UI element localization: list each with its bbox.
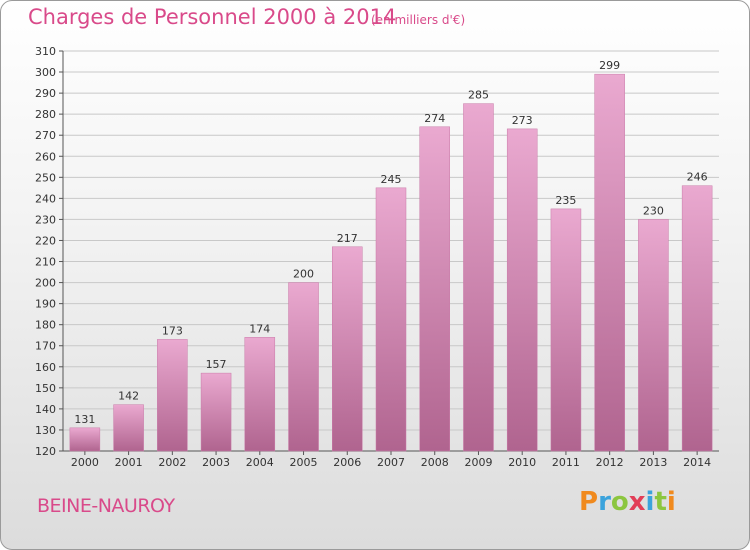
y-tick-label: 170 (35, 340, 56, 353)
bar (157, 339, 188, 452)
data-label: 245 (381, 173, 402, 186)
y-tick-label: 260 (35, 150, 56, 163)
y-tick-label: 220 (35, 234, 56, 247)
data-label: 174 (249, 322, 270, 335)
y-tick-label: 300 (35, 66, 56, 79)
bar (463, 103, 494, 452)
y-tick-label: 180 (35, 319, 56, 332)
data-label: 157 (206, 358, 227, 371)
bar (550, 208, 582, 452)
x-tick-label: 2010 (508, 456, 536, 469)
x-tick-label: 2005 (290, 456, 318, 469)
y-tick-label: 250 (35, 171, 56, 184)
bar (594, 73, 625, 452)
x-tick-label: 2011 (552, 456, 580, 469)
x-tick-label: 2002 (158, 456, 186, 469)
data-label: 246 (687, 171, 708, 184)
x-tick-label: 2014 (683, 456, 711, 469)
bar (69, 427, 101, 452)
y-tick-label: 270 (35, 129, 56, 142)
commune-name: BEINE-NAUROY (37, 495, 175, 517)
data-label: 285 (468, 89, 489, 102)
bar (506, 128, 538, 452)
y-tick-label: 190 (35, 298, 56, 311)
proxiti-logo: Proxiti (579, 487, 676, 517)
bar (332, 246, 363, 452)
chart-title: Charges de Personnel 2000 à 2014 (28, 5, 397, 29)
data-label: 235 (555, 194, 576, 207)
y-tick-label: 290 (35, 87, 56, 100)
bars (69, 73, 713, 452)
chart-subtitle: (en milliers d'€) (371, 13, 466, 27)
x-tick-label: 2004 (246, 456, 274, 469)
y-tick-label: 140 (35, 403, 56, 416)
x-tick-label: 2001 (115, 456, 143, 469)
data-label: 274 (424, 112, 445, 125)
y-tick-label: 150 (35, 382, 56, 395)
y-tick-label: 160 (35, 361, 56, 374)
x-tick-label: 2007 (377, 456, 405, 469)
x-tick-label: 2009 (464, 456, 492, 469)
data-label: 217 (337, 232, 358, 245)
data-label: 173 (162, 324, 183, 337)
y-tick-label: 200 (35, 277, 56, 290)
data-label: 273 (512, 114, 533, 127)
data-label: 131 (74, 413, 95, 426)
bar (681, 185, 713, 452)
y-tick-label: 130 (35, 424, 56, 437)
bar (200, 372, 232, 452)
bar (419, 126, 450, 452)
x-tick-label: 2000 (71, 456, 99, 469)
x-tick-label: 2006 (333, 456, 361, 469)
data-labels: 131 142 173 157 174 200 217 245 274 285 273 235 299 2… (74, 59, 707, 426)
data-label: 230 (643, 204, 664, 217)
y-tick-label: 310 (35, 45, 56, 58)
bar (288, 282, 319, 452)
x-tick-label: 2012 (596, 456, 624, 469)
y-tick-label: 230 (35, 213, 56, 226)
y-tick-label: 210 (35, 256, 56, 269)
x-tick-label: 2003 (202, 456, 230, 469)
x-tick-label: 2008 (421, 456, 449, 469)
data-label: 142 (118, 390, 139, 403)
bar (244, 337, 276, 452)
x-tick-label: 2013 (639, 456, 667, 469)
bar (113, 404, 144, 452)
data-label: 200 (293, 268, 314, 281)
bar (638, 219, 669, 452)
y-tick-label: 240 (35, 192, 56, 205)
y-tick-label: 120 (35, 445, 56, 458)
y-tick-label: 280 (35, 108, 56, 121)
bar (375, 187, 407, 452)
data-label: 299 (599, 59, 620, 72)
